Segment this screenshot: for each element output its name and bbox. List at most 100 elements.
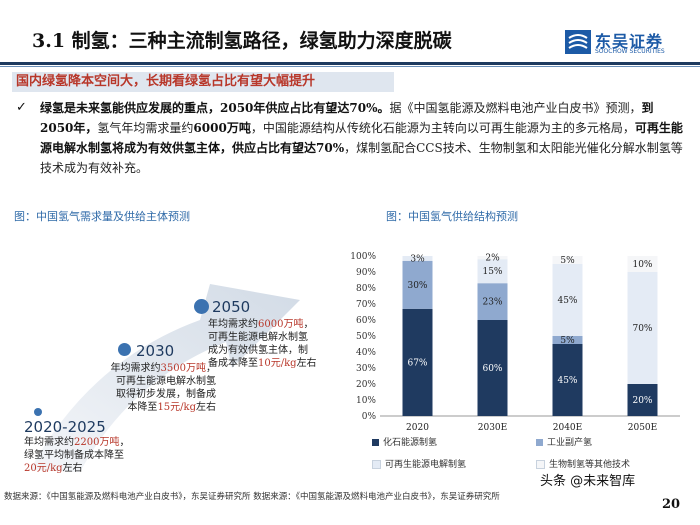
bar-segment — [552, 344, 583, 416]
bar-segment — [402, 256, 433, 261]
bullet-text: 据《中国氢能源及燃料电池产业白皮书》预测， — [389, 101, 642, 115]
bar-segment — [627, 272, 658, 384]
bullet-emph: 6000万吨 — [193, 121, 251, 135]
stage-text: ， — [206, 363, 216, 374]
bar-segment — [552, 256, 583, 264]
bullet-lead: 绿氢是未来氢能供应发展的重点，2050年供应占比有望达70%。 — [40, 101, 390, 115]
stage-description: 年均需求约3500万吨， 可再生能源电解水制氢 取得初步发展，制备成 本降至15… — [80, 362, 216, 414]
stage-value: 15元/kg — [157, 402, 196, 413]
bullet-text: ，煤制氢配合CCS技术、生物制氢和太阳能光催化分解水制氢等技术成为有效补充。 — [40, 141, 683, 175]
legend-item: 工业副产氢 — [536, 435, 592, 448]
y-tick-label: 20% — [356, 380, 376, 390]
bar-segment — [552, 264, 583, 336]
stage-text: ， — [119, 437, 130, 448]
bar-segment — [402, 260, 433, 309]
legend-label: 可再生能源电解制氢 — [385, 460, 467, 470]
stage-description: 年均需求约6000万吨， 可再生能源电解水制氢 成为有效供氢主体，制 备成本降至… — [208, 318, 317, 370]
stage-text: 年均需求约 — [24, 437, 74, 448]
data-label: 5% — [560, 336, 575, 346]
logo-mark-icon — [565, 30, 591, 54]
stage-text: 备成本降至 — [208, 358, 258, 369]
legend-swatch — [372, 460, 381, 469]
bar-segment — [477, 256, 508, 260]
watermark: 头条 @未来智库 — [540, 474, 636, 489]
company-logo: 东吴证券 SOOCHOW SECURITIES — [565, 30, 695, 60]
title-rule-thin — [0, 66, 700, 67]
bar-segment — [627, 256, 658, 272]
legend-label: 化石能源制氢 — [383, 438, 438, 448]
data-source: 数据来源：《中国氢能源及燃料电池产业白皮书》，东吴证券研究所 数据来源：《中国氢… — [4, 492, 500, 502]
logo-subtext: SOOCHOW SECURITIES — [595, 48, 665, 55]
stage-value: 10元/kg — [258, 358, 297, 369]
data-label: 45% — [557, 296, 577, 306]
stage-value: 6000万吨 — [258, 319, 304, 330]
y-tick-label: 30% — [356, 364, 376, 374]
stage-text: 左右 — [196, 402, 216, 413]
data-label: 3% — [410, 254, 425, 264]
figure-caption-left: 图：中国氢气需求量及供给主体预测 — [14, 210, 190, 223]
data-label: 15% — [482, 267, 502, 277]
stage-text: 左右 — [296, 358, 317, 369]
y-tick-label: 60% — [356, 316, 376, 326]
legend-swatch — [536, 460, 545, 469]
page-title: 3.1 制氢：三种主流制氢路径，绿氢助力深度脱碳 — [32, 30, 452, 52]
stage-text: 本降至 — [127, 402, 158, 413]
bullet-paragraph: 绿氢是未来氢能供应发展的重点，2050年供应占比有望达70%。据《中国氢能源及燃… — [40, 98, 685, 178]
stage-dot — [194, 299, 209, 314]
y-tick-label: 70% — [356, 300, 376, 310]
legend-item: 生物制氢等其他技术 — [536, 457, 630, 470]
demand-roadmap: 2020-2025 年均需求约2200万吨， 绿氢平均制备成本降至 20元/kg… — [0, 240, 360, 480]
stage-text: 绿氢平均制备成本降至 — [24, 450, 124, 461]
stage-text: 年均需求约 — [208, 319, 258, 330]
x-tick-label: 2020 — [406, 423, 429, 433]
data-label: 10% — [632, 260, 652, 270]
data-label: 67% — [407, 358, 427, 368]
key-message: 国内绿氢降本空间大，长期看绿氢占比有望大幅提升 — [12, 72, 394, 92]
data-label: 60% — [482, 364, 502, 374]
stage-year: 2020-2025 — [24, 418, 106, 436]
stage-text: 取得初步发展，制备成 — [116, 389, 216, 400]
data-label: 70% — [632, 324, 652, 334]
stage-text: 可再生能源电解水制氢 — [208, 332, 308, 343]
chart-svg: 0% 10% 20% 30% 40% 50% 60% 70% 80% 90% 100% 67% 30% 3… — [350, 252, 680, 433]
y-tick-label: 80% — [356, 284, 376, 294]
stage-value: 2200万吨 — [74, 437, 120, 448]
data-label: 2% — [485, 254, 500, 264]
stage-year: 2050 — [212, 298, 251, 316]
stage-text: 可再生能源电解水制氢 — [116, 376, 216, 387]
chart-legend: 化石能源制氢 工业副产氢 可再生能源电解制氢 生物制氢等其他技术 — [350, 435, 690, 475]
stage-text: 成为有效供氢主体，制 — [208, 345, 308, 356]
check-icon: ✓ — [16, 100, 27, 115]
figure-caption-right: 图：中国氢气供给结构预测 — [386, 210, 518, 223]
supply-structure-chart: 0% 10% 20% 30% 40% 50% 60% 70% 80% 90% 100% 67% 30% 3… — [336, 240, 696, 482]
data-label: 30% — [407, 281, 427, 291]
bullet-text: ，中国能源结构从传统化石能源为主转向以可再生能源为主的多元格局， — [250, 121, 635, 135]
y-tick-label: 100% — [350, 252, 376, 262]
page-number: 20 — [662, 497, 681, 512]
bar-segment — [477, 283, 508, 320]
x-tick-label: 2040E — [553, 423, 582, 433]
bullet-text: 氢气年均需求量约 — [97, 121, 194, 135]
bar-segment — [552, 336, 583, 344]
bar-segment — [627, 384, 658, 416]
y-tick-label: 50% — [356, 332, 376, 342]
legend-item: 化石能源制氢 — [372, 435, 437, 448]
legend-item: 可再生能源电解制氢 — [372, 457, 466, 470]
data-label: 5% — [560, 256, 575, 266]
x-tick-label: 2050E — [628, 423, 657, 433]
legend-swatch — [536, 439, 543, 446]
legend-label: 工业副产氢 — [547, 438, 593, 448]
data-label: 20% — [632, 396, 652, 406]
bar-segment — [402, 308, 433, 416]
legend-label: 生物制氢等其他技术 — [549, 460, 631, 470]
bar-segment — [477, 259, 508, 284]
bullet-emph: 可再生能源电解水制氢将成为有效供氢主体，供应占比有望达70% — [40, 121, 683, 155]
footer: 数据来源：《中国氢能源及燃料电池产业白皮书》，东吴证券研究所 数据来源：《中国氢… — [0, 487, 700, 525]
x-tick-label: 2030E — [478, 423, 507, 433]
y-tick-label: 90% — [356, 268, 376, 278]
bullet-emph: 到2050年， — [40, 101, 654, 135]
stage-year: 2030 — [136, 342, 175, 360]
stage-text: 年均需求约 — [110, 363, 161, 374]
stage-dot — [118, 343, 131, 356]
y-tick-label: 10% — [356, 396, 376, 406]
